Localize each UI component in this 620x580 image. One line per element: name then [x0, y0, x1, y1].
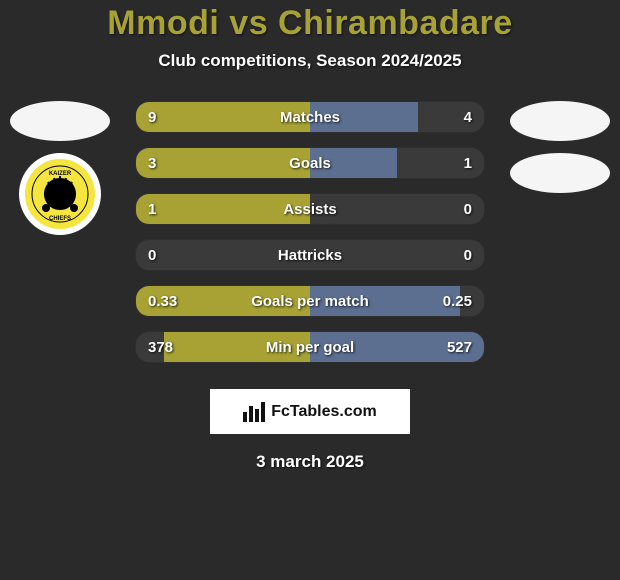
stat-value-right: 0.25: [431, 286, 484, 316]
stat-value-left: 3: [136, 148, 168, 178]
subtitle: Club competitions, Season 2024/2025: [0, 51, 620, 71]
page-title: Mmodi vs Chirambadare: [0, 4, 620, 43]
stat-value-right: 0: [452, 240, 484, 270]
player-left-club-logo: KAIZER CHIEFS: [19, 153, 101, 235]
stat-row: 31Goals: [135, 147, 485, 179]
stat-value-left: 9: [136, 102, 168, 132]
player-left-avatar: [10, 101, 110, 141]
stat-value-left: 0.33: [136, 286, 189, 316]
stat-row: 00Hattricks: [135, 239, 485, 271]
player-left-col: KAIZER CHIEFS: [10, 101, 110, 235]
stat-row: 10Assists: [135, 193, 485, 225]
date-text: 3 march 2025: [0, 452, 620, 472]
svg-text:KAIZER: KAIZER: [49, 171, 72, 177]
stat-value-right: 4: [452, 102, 484, 132]
stat-value-right: 1: [452, 148, 484, 178]
stat-row: 378527Min per goal: [135, 331, 485, 363]
attribution-badge: FcTables.com: [210, 389, 410, 434]
stat-row: 94Matches: [135, 101, 485, 133]
player-right-club-logo: [510, 153, 610, 193]
stat-fill-right: [310, 148, 397, 178]
stat-row: 0.330.25Goals per match: [135, 285, 485, 317]
stat-value-left: 1: [136, 194, 168, 224]
stat-value-left: 0: [136, 240, 168, 270]
attribution-icon: [243, 402, 265, 422]
stat-value-left: 378: [136, 332, 185, 362]
attribution-text: FcTables.com: [271, 403, 377, 421]
stat-value-right: 527: [435, 332, 484, 362]
svg-text:CHIEFS: CHIEFS: [49, 216, 71, 222]
stat-value-right: 0: [452, 194, 484, 224]
player-right-avatar: [510, 101, 610, 141]
player-right-col: [510, 101, 610, 205]
stat-fill-left: [164, 332, 310, 362]
stat-bars: 94Matches31Goals10Assists00Hattricks0.33…: [135, 101, 485, 363]
stat-fill-right: [310, 102, 418, 132]
comparison-content: KAIZER CHIEFS 94Matches31Goals10Assists0…: [0, 101, 620, 381]
